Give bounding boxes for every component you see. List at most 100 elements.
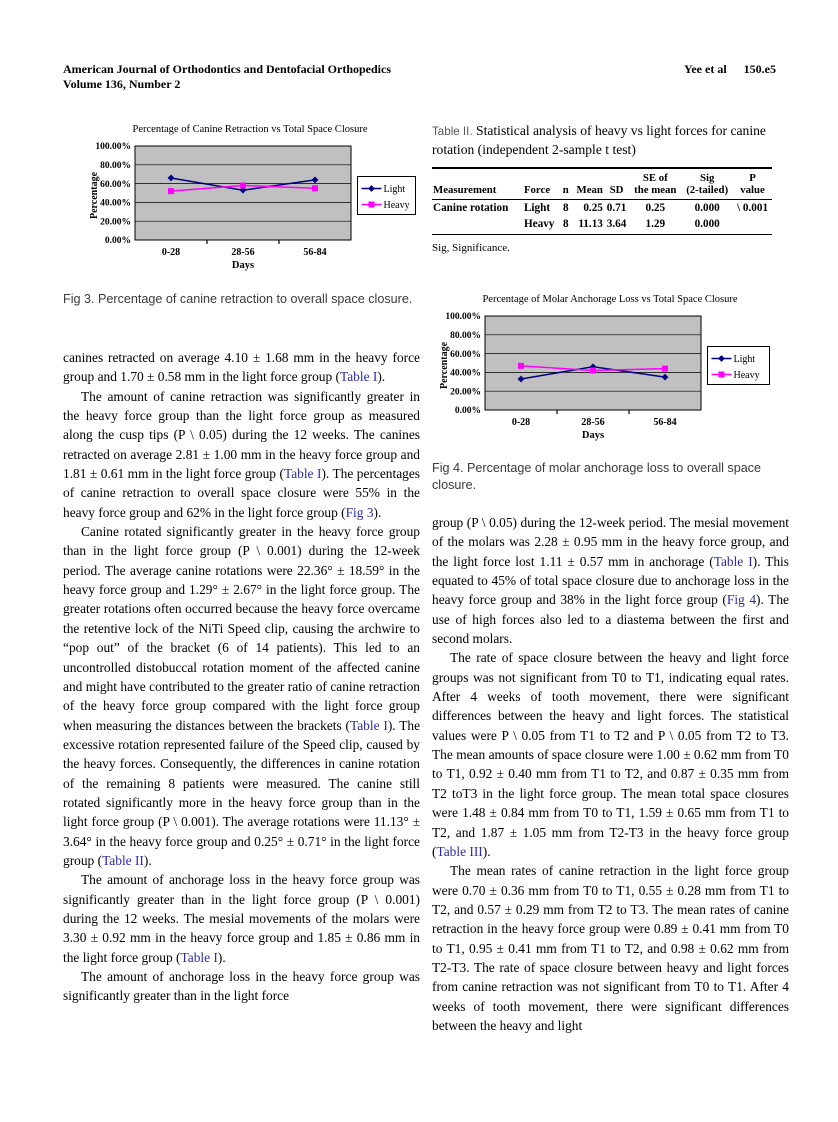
legend-box	[357, 176, 416, 215]
series-heavy	[168, 182, 318, 195]
legend-label: Light	[734, 354, 756, 365]
x-tick-label: 0-28	[512, 417, 530, 428]
x-tick-label: 28-56	[231, 247, 254, 258]
table-row: Heavy 8 11.13 3.64 1.29 0.000	[432, 216, 772, 236]
chart-legend: Light Heavy	[357, 176, 416, 215]
series-heavy	[518, 362, 668, 374]
table-cell: 11.13	[570, 216, 604, 236]
data-point	[368, 185, 375, 192]
column-header: SE of the mean	[629, 167, 682, 201]
legend-label: Heavy	[734, 370, 760, 381]
paragraph: canines retracted on average 4.10 ± 1.68…	[63, 350, 420, 385]
y-tick-label: 100.00%	[445, 312, 481, 322]
table-cell: 0.25	[583, 201, 603, 214]
journal-volume: Volume 136, Number 2	[63, 77, 181, 91]
table-cell	[432, 216, 523, 236]
table-2-title-text: Statistical analysis of heavy vs light f…	[432, 123, 766, 157]
table-cell: 0.25	[645, 201, 666, 214]
fig4-caption: Fig 4. Percentage of molar anchorage los…	[432, 461, 762, 492]
y-tick-label: 0.00%	[105, 236, 131, 246]
data-point	[589, 363, 597, 371]
table-2-title: Table II. Statistical analysis of heavy …	[432, 122, 772, 158]
cross-reference[interactable]: Fig 4	[726, 592, 757, 608]
fig3-caption: Fig 3. Percentage of canine retraction t…	[63, 292, 413, 306]
table-2-footnote: Sig, Significance.	[432, 242, 510, 255]
y-tick-label: 20.00%	[450, 387, 481, 397]
cross-reference[interactable]: Table III	[436, 843, 483, 859]
y-tick-label: 20.00%	[100, 217, 131, 227]
table-cell: Light	[523, 201, 551, 214]
table-cell: 0.71	[606, 201, 627, 214]
x-tick-label: 56-84	[653, 417, 676, 428]
paragraph: The amount of canine retraction was sign…	[63, 388, 421, 520]
data-point	[661, 373, 669, 381]
paragraph: The rate of space closure between the he…	[432, 650, 789, 859]
series-light	[517, 363, 669, 383]
table-cell: 0.000	[681, 216, 734, 236]
plot-area	[484, 315, 702, 411]
cross-reference[interactable]: Table II	[102, 852, 144, 868]
paragraph: The mean rates of canine retraction in t…	[432, 863, 789, 1033]
x-tick-label: 28-56	[581, 417, 604, 428]
stats-table-header: Measurement Force n Mean SD SE of the mean Sig…	[432, 167, 772, 201]
y-tick-label: 60.00%	[100, 180, 131, 190]
legend-label: Heavy	[384, 200, 410, 211]
table-cell: Canine rotation	[433, 201, 509, 214]
chart-plot: 0.00% 20.00% 40.00% 60.00% 80.00% 100.00% 0-28…	[445, 312, 770, 428]
paragraph: The amount of anchorage loss in the heav…	[63, 969, 420, 1004]
cross-reference[interactable]: Table I	[180, 949, 218, 965]
fig4-chart: Percentage of Molar Anchorage Loss vs To…	[435, 292, 795, 457]
column-header: Mean	[570, 167, 604, 201]
table-cell: 1.29	[629, 216, 682, 236]
y-tick-label: 40.00%	[100, 199, 131, 209]
stats-table-body: Canine rotation Light 8 0.25 0.71 0.25 0.000 \ …	[432, 200, 772, 236]
x-tick-label: 56-84	[303, 247, 326, 258]
legend-box	[707, 346, 770, 385]
table-cell: 8	[561, 216, 571, 236]
data-point	[312, 185, 318, 192]
stats-table: Measurement Force n Mean SD SE of the mean Sig…	[432, 167, 772, 236]
column-header: Sig (2-tailed)	[681, 167, 734, 201]
x-axis-label: Days	[581, 430, 605, 441]
column-header: n	[561, 167, 571, 201]
table-cell: \ 0.001	[736, 201, 769, 214]
paragraph: Canine rotated significantly greater in …	[63, 524, 421, 868]
table-2: Table II. Statistical analysis of heavy …	[432, 122, 772, 254]
cross-reference[interactable]: Table I	[339, 369, 378, 385]
data-point	[590, 367, 596, 374]
y-tick-label: 80.00%	[100, 161, 131, 171]
page-header-right: Yee et al 150.e5	[684, 62, 776, 77]
cross-reference[interactable]: Table I	[283, 466, 322, 482]
y-tick-label: 0.00%	[455, 406, 481, 416]
data-point	[718, 355, 725, 362]
data-point	[718, 371, 725, 378]
y-tick-label: 60.00%	[450, 350, 481, 360]
data-point	[662, 365, 668, 372]
data-point	[240, 182, 246, 189]
column-header: Measurement	[432, 167, 523, 201]
table-cell: 3.64	[603, 216, 630, 236]
fig3-chart: Percentage of Canine Retraction vs Total…	[85, 122, 420, 287]
paragraph: group (P \ 0.05) during the 12-week peri…	[432, 515, 789, 647]
header-page-number: 150.e5	[743, 62, 776, 76]
left-column: canines retracted on average 4.10 ± 1.68…	[63, 348, 420, 1006]
legend-label: Light	[384, 184, 406, 195]
x-tick-label: 0-28	[162, 247, 180, 258]
table-cell: 0.000	[694, 201, 720, 214]
chart-legend: Light Heavy	[707, 346, 770, 385]
chart-title: Percentage of Canine Retraction vs Total…	[132, 124, 368, 135]
cross-reference[interactable]: Fig 3	[345, 504, 374, 520]
table-row: Canine rotation Light 8 0.25 0.71 0.25 0.000 \ …	[432, 200, 772, 216]
x-axis-label: Days	[231, 260, 255, 271]
cross-reference[interactable]: Table I	[713, 553, 753, 569]
page-header-left: American Journal of Orthodontics and Den…	[63, 62, 391, 92]
header-authors: Yee et al	[684, 62, 727, 76]
data-point	[168, 188, 174, 195]
cross-reference[interactable]: Table I	[349, 717, 388, 733]
data-point	[517, 375, 525, 383]
y-tick-label: 100.00%	[95, 142, 131, 152]
table-2-label: Table II.	[432, 125, 473, 138]
column-header: Force	[522, 167, 562, 201]
right-column: group (P \ 0.05) during the 12-week peri…	[432, 513, 789, 1035]
